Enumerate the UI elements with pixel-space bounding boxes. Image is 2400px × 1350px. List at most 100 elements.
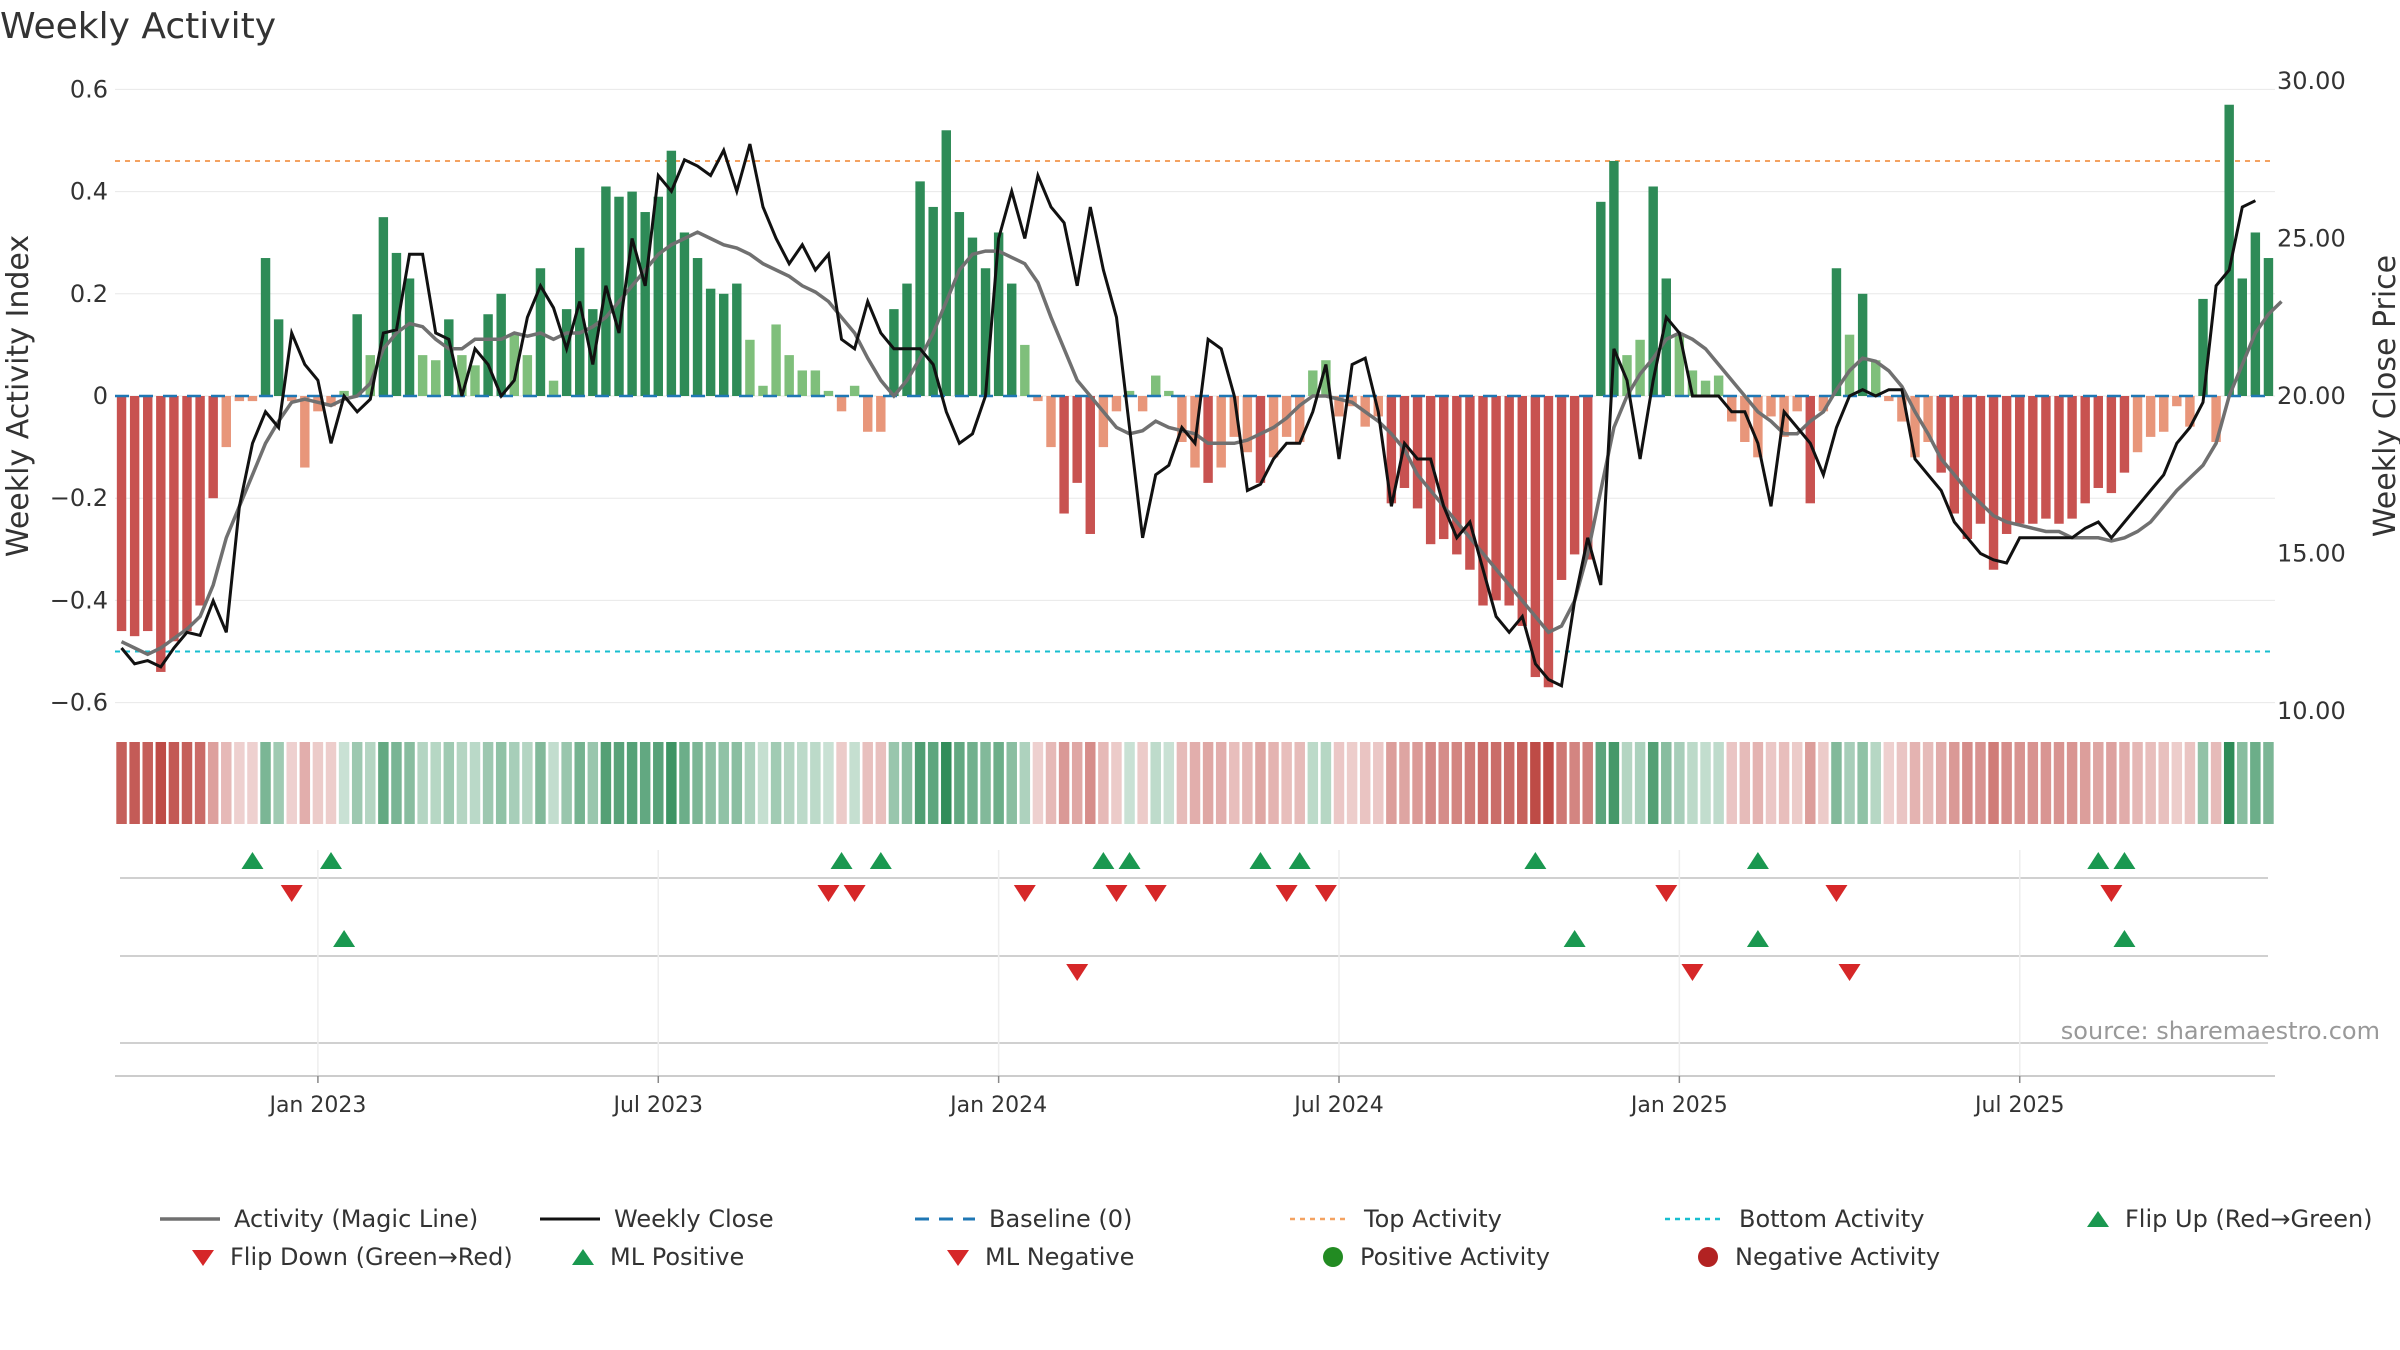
heat-strip-cell	[1215, 742, 1227, 824]
legend-item: ML Positive	[570, 1243, 744, 1271]
heat-strip-cell	[1674, 742, 1685, 824]
legend-item: Top Activity	[1290, 1205, 1502, 1233]
heat-strip-cell	[2263, 742, 2274, 824]
activity-bar	[1242, 396, 1253, 453]
heat-strip-cell	[1608, 742, 1620, 824]
heat-strip-cell	[600, 742, 612, 824]
activity-bar	[195, 396, 205, 606]
flip-down-marker	[1314, 885, 1337, 902]
heat-strip-cell	[1333, 742, 1345, 824]
activity-bar	[1753, 396, 1763, 458]
activity-bar	[365, 355, 375, 396]
activity-bar	[273, 319, 284, 396]
activity-bar	[1700, 380, 1711, 396]
heat-strip-cell	[2223, 742, 2235, 824]
heat-strip-cell	[1373, 742, 1384, 824]
activity-bar	[2080, 396, 2090, 504]
heat-strip-cell	[1006, 742, 1017, 824]
flip-down-marker	[2100, 885, 2123, 902]
heat-strip-cell	[443, 742, 455, 824]
heat-strip-cell	[1124, 742, 1135, 824]
heat-strip-cell	[325, 742, 337, 824]
activity-bar	[2250, 232, 2261, 396]
activity-bar	[326, 396, 336, 407]
heat-strip-cell	[430, 742, 441, 824]
activity-bar	[129, 396, 140, 637]
heat-strip-cell	[718, 742, 729, 824]
heat-strip-cell	[823, 742, 834, 824]
heat-strip-cell	[1438, 742, 1449, 824]
heat-strip-cell	[1268, 742, 1279, 824]
weekly-close-series	[120, 143, 2257, 689]
activity-bar	[1020, 344, 1030, 396]
activity-bar	[1321, 360, 1331, 396]
heat-strip-cell	[810, 742, 821, 824]
legend-label: Flip Up (Red→Green)	[2125, 1205, 2373, 1233]
heat-strip-cell	[1490, 742, 1502, 824]
legend: Activity (Magic Line) Weekly Close Baselin…	[160, 1205, 2400, 1295]
x-tick-label: Jan 2023	[267, 1093, 366, 1118]
heat-strip-cell	[626, 742, 638, 824]
activity-bar	[1740, 396, 1750, 442]
activity-bar	[156, 396, 166, 672]
activity-bar	[1936, 396, 1946, 473]
activity-bar	[444, 319, 454, 396]
activity-bar	[2106, 396, 2117, 494]
activity-bar	[836, 396, 847, 412]
activity-bar	[1530, 396, 1541, 678]
heat-strip-cell	[495, 742, 507, 824]
activity-bar	[1465, 396, 1475, 570]
activity-bar	[640, 212, 650, 396]
flip-down-marker	[1013, 885, 1036, 902]
legend-label: Negative Activity	[1735, 1243, 1941, 1271]
activity-bar	[1439, 396, 1449, 540]
activity-bar	[1072, 396, 1082, 483]
heat-strip-cell	[783, 742, 795, 824]
heat-strip-cell	[2158, 742, 2169, 824]
activity-bar	[2067, 396, 2077, 519]
heat-strip-cell	[1229, 742, 1240, 824]
heat-strip-cell	[1202, 742, 1214, 824]
heat-strip-cell	[1451, 742, 1463, 824]
y-tick-label: 0.6	[70, 75, 108, 103]
legend-swatch	[2087, 1211, 2109, 1227]
heat-strip-cell	[1687, 742, 1698, 824]
activity-bar	[470, 365, 480, 396]
heat-strip-cell	[1412, 742, 1423, 824]
activity-bar	[1975, 396, 1986, 524]
activity-bar	[967, 237, 978, 396]
activity-bar	[1216, 396, 1226, 468]
activity-bar	[1674, 334, 1685, 396]
heat-strip-cell	[2014, 742, 2025, 824]
ml-positive-marker	[333, 930, 356, 947]
activity-bar	[1177, 396, 1187, 442]
y-tick-label: 0.2	[70, 280, 108, 308]
activity-bar	[1517, 396, 1527, 626]
x-tick-label: Jan 2025	[1629, 1093, 1728, 1118]
heat-strip-cell	[980, 742, 991, 824]
heat-strip-cell	[2210, 742, 2222, 824]
heat-strip-cell	[522, 742, 533, 824]
heat-strip-cell	[129, 742, 140, 824]
flip-down-marker	[1144, 885, 1167, 902]
heat-strip-cell	[1556, 742, 1567, 824]
heat-strip-cell	[1543, 742, 1554, 824]
heat-strip-cell	[1765, 742, 1777, 824]
legend-swatch	[1698, 1247, 1718, 1267]
activity-bar	[1766, 396, 1776, 417]
flip-up-marker	[1118, 852, 1141, 869]
heat-strip-cell	[888, 742, 900, 824]
activity-bar	[705, 288, 716, 396]
heat-strip-cell	[535, 742, 546, 824]
activity-bar	[993, 232, 1004, 396]
legend-item: Weekly Close	[540, 1205, 774, 1233]
heat-strip-cell	[1962, 742, 1973, 824]
activity-bar	[2145, 396, 2156, 437]
activity-bar	[1910, 396, 1920, 458]
activity-bar	[287, 396, 297, 402]
activity-bar	[1203, 396, 1213, 483]
heat-strip-cell	[639, 742, 651, 824]
activity-bar	[404, 278, 415, 396]
heat-strip-cell	[2001, 742, 2012, 824]
activity-bar	[732, 283, 742, 396]
